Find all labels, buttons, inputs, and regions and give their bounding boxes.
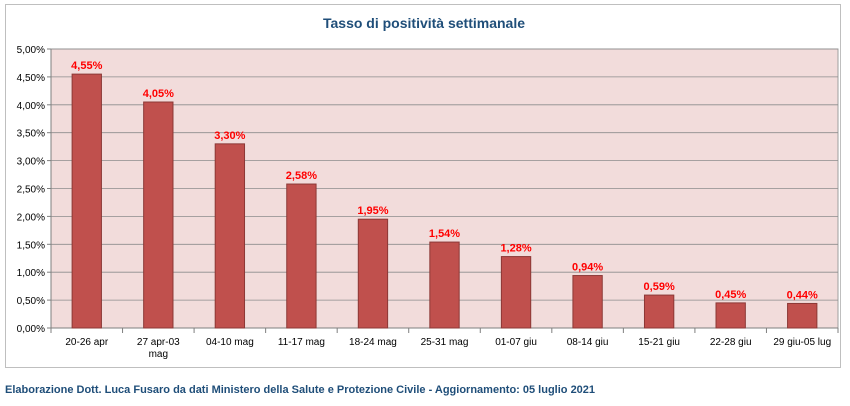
bar bbox=[787, 302, 818, 329]
bar-data-label: 4,05% bbox=[143, 88, 174, 100]
bar-data-label: 4,55% bbox=[71, 60, 102, 72]
bar bbox=[715, 302, 746, 329]
x-tick-label: 01-07 giu bbox=[495, 337, 537, 348]
y-tick-label: 0,50% bbox=[17, 296, 45, 307]
bar-data-label: 1,95% bbox=[357, 205, 388, 217]
x-tick-label: 22-28 giu bbox=[710, 337, 752, 348]
bar bbox=[286, 183, 317, 329]
bar-data-label: 1,28% bbox=[500, 243, 531, 255]
bar bbox=[71, 73, 102, 329]
bar bbox=[572, 275, 603, 329]
bar bbox=[214, 143, 246, 329]
bar-data-label: 1,54% bbox=[429, 228, 460, 240]
x-tick-label: 08-14 giu bbox=[567, 337, 609, 348]
bar bbox=[643, 294, 675, 329]
y-tick-label: 4,50% bbox=[17, 73, 45, 84]
bar-data-label: 0,45% bbox=[715, 289, 746, 301]
bar bbox=[143, 101, 174, 329]
y-tick-label: 5,00% bbox=[17, 45, 45, 56]
y-tick-label: 2,50% bbox=[17, 185, 45, 196]
x-tick-label: 20-26 apr bbox=[65, 337, 108, 348]
footer-credit: Elaborazione Dott. Luca Fusaro da dati M… bbox=[5, 384, 596, 396]
x-tick-label: mag bbox=[149, 349, 168, 360]
bar bbox=[357, 218, 389, 329]
x-tick-label: 11-17 mag bbox=[278, 337, 325, 348]
bar-data-label: 0,94% bbox=[572, 262, 603, 274]
y-tick-label: 1,00% bbox=[17, 268, 45, 279]
y-tick-label: 1,50% bbox=[17, 240, 45, 251]
bar-data-label: 2,58% bbox=[286, 170, 317, 182]
x-tick-label: 27 apr-03 bbox=[137, 337, 180, 348]
bar bbox=[500, 256, 532, 329]
y-tick-label: 0,00% bbox=[17, 324, 45, 335]
x-tick-label: 04-10 mag bbox=[206, 337, 254, 348]
y-tick-label: 3,50% bbox=[17, 129, 45, 140]
bar-chart: 0,00% 0,50% 1,00% 1,50% 2,00% 2,50% 3,00% 3,50%… bbox=[17, 45, 839, 360]
x-tick-label: 15-21 giu bbox=[638, 337, 680, 348]
x-tick-label: 29 giu-05 lug bbox=[773, 337, 831, 348]
bar-data-label: 0,59% bbox=[644, 281, 675, 293]
x-tick-label: 25-31 mag bbox=[421, 337, 469, 348]
y-tick-label: 3,00% bbox=[17, 157, 45, 168]
bar-data-label: 3,30% bbox=[214, 130, 245, 142]
y-tick-label: 2,00% bbox=[17, 212, 45, 223]
chart-title: Tasso di positività settimanale bbox=[322, 15, 526, 31]
x-tick-label: 18-24 mag bbox=[349, 337, 397, 348]
y-tick-label: 4,00% bbox=[17, 101, 45, 112]
chart-frame: Tasso di positività settimanale 0,00% 0,5… bbox=[5, 4, 841, 368]
bar bbox=[429, 241, 460, 329]
bar-data-label: 0,44% bbox=[787, 289, 818, 301]
